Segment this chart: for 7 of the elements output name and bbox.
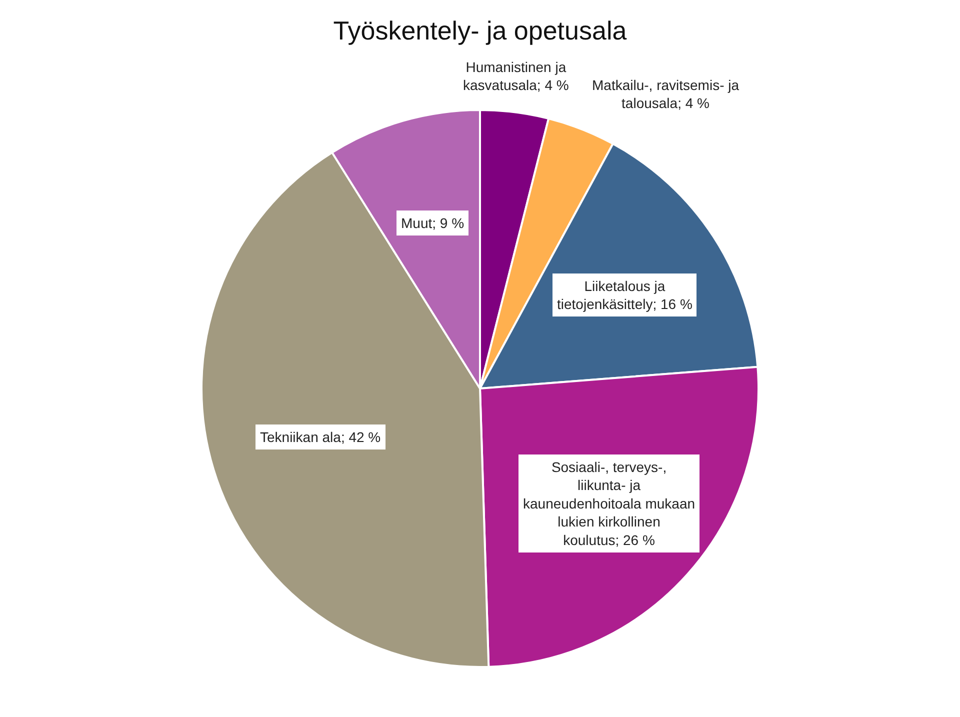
slice-label: Sosiaali-, terveys-, liikunta- ja kauneudenhoitoala mukaan lukien kirkollinen koulutus; 26 % xyxy=(523,459,696,548)
slice-label: Tekniikan ala; 42 % xyxy=(260,429,381,445)
slice-label: Muut; 9 % xyxy=(401,215,464,231)
slice-label: Matkailu-, ravitsemis- ja talousala; 4 % xyxy=(592,77,740,112)
slice-label: Humanistinen ja kasvatusala; 4 % xyxy=(463,59,569,94)
slice-label: Liiketalous ja tietojenkäsittely; 16 % xyxy=(557,278,692,312)
chart-title: Työskentely- ja opetusala xyxy=(333,16,628,46)
